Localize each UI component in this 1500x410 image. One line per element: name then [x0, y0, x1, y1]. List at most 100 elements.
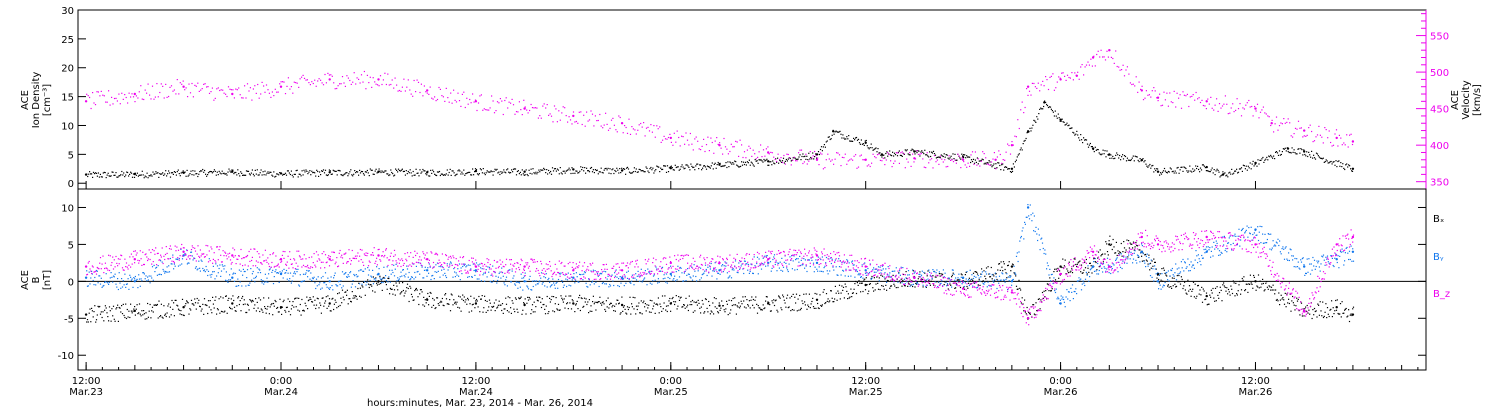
- velocity-series-point: [767, 151, 770, 154]
- velocity-series-point: [718, 144, 721, 147]
- b-series-2-point: [1351, 235, 1355, 239]
- velocity-series-point: [1059, 78, 1062, 81]
- ion-density-series-point: [231, 170, 234, 173]
- b-series-0-point: [767, 302, 770, 305]
- b-series-0-point: [523, 303, 526, 307]
- ion-density-series-point: [669, 167, 672, 170]
- velocity-series-point: [1091, 56, 1095, 59]
- ion-density-series-point: [182, 171, 185, 174]
- x-tick-time: 12:00: [72, 376, 101, 387]
- b-series-0-point: [182, 306, 185, 309]
- b-series-2-point: [523, 265, 526, 268]
- bottom-tick-label: 10: [61, 203, 74, 214]
- x-tick-time: 12:00: [461, 376, 490, 387]
- b-series-2-point: [182, 250, 185, 253]
- x-tick-date: Mar.24: [459, 387, 493, 398]
- b-series-2-point: [377, 254, 380, 257]
- velocity-series-point: [864, 158, 867, 161]
- legend-entry: Bₓ: [1433, 214, 1444, 225]
- velocity-series-point: [84, 100, 88, 103]
- velocity-series-point: [231, 92, 234, 96]
- ion-density-series-point: [1043, 101, 1046, 104]
- velocity-series-point: [377, 78, 380, 81]
- b-series-2-point: [474, 265, 478, 268]
- ion-density-series-point: [279, 172, 283, 175]
- velocity-series-point: [279, 85, 283, 88]
- legend-entry: Bᵧ: [1433, 252, 1444, 263]
- b-series-0-point: [1059, 265, 1062, 268]
- bottom-tick-label: 5: [68, 240, 74, 251]
- x-tick-date: Mar.24: [264, 387, 298, 398]
- x-tick-date: Mar.25: [654, 387, 688, 398]
- velocity-series-point: [1351, 140, 1355, 143]
- velocity-series-point: [474, 100, 478, 103]
- b-series-1-point: [718, 269, 721, 272]
- ion-density-series-point: [1108, 153, 1111, 156]
- b-series-2-point: [1140, 235, 1144, 239]
- top-left-tick-label: 30: [61, 6, 74, 17]
- b-series-1-point: [231, 276, 234, 279]
- top-right-tick-label: 400: [1430, 141, 1449, 152]
- b-series-2-point: [1010, 291, 1014, 294]
- bottom-panel: -10 -5 0 5 10 ACE B [nT] Bₓ Bᵧ B_z: [20, 188, 1450, 371]
- velocity-series-point: [1303, 129, 1306, 132]
- velocity-series-point: [961, 158, 965, 161]
- b-series-0-point: [1351, 313, 1355, 316]
- b-series-2-point: [1026, 317, 1030, 320]
- ion-density-series-point: [474, 169, 478, 173]
- top-left-tick-label: 20: [61, 64, 74, 75]
- ion-density-series-point: [133, 172, 136, 176]
- b-series-1-point: [1140, 250, 1144, 253]
- velocity-series-point: [1156, 96, 1160, 99]
- ion-density-series-point: [1140, 158, 1144, 162]
- bottom-tick-label: 0: [68, 277, 74, 288]
- top-left-tick-label: 5: [68, 150, 74, 161]
- x-tick-time: 0:00: [660, 376, 682, 387]
- b-series-0-point: [84, 313, 88, 316]
- ion-density-series-point: [1303, 150, 1306, 153]
- b-series-0-point: [718, 304, 721, 307]
- bottom-axis-title: ACE B [nT]: [20, 270, 53, 290]
- b-series-2-point: [1108, 265, 1111, 268]
- top-left-axis-title: ACE Ion Density [cm⁻³]: [20, 72, 53, 129]
- b-series-1-point: [1091, 265, 1095, 268]
- ion-density-series: [84, 100, 1355, 179]
- b-series-2-point: [913, 276, 916, 279]
- ion-density-series-point: [1156, 170, 1160, 173]
- b-series-1-point: [133, 280, 136, 283]
- b-series-0-point: [1254, 280, 1257, 283]
- b-series-1-point: [279, 272, 283, 276]
- b-series-1-point: [328, 280, 331, 283]
- x-tick-time: 12:00: [1241, 376, 1270, 387]
- b-series-0-point: [1335, 306, 1338, 309]
- b-series-1-point: [377, 272, 380, 276]
- velocity-series-point: [572, 114, 575, 118]
- velocity-series: [84, 49, 1355, 170]
- velocity-series-point: [913, 157, 916, 160]
- ion-density-series-point: [1205, 165, 1208, 169]
- top-left-tick-label: 10: [61, 121, 74, 132]
- b-series-1: [84, 204, 1355, 308]
- ion-density-series-point: [1254, 161, 1257, 165]
- bottom-axis-title-line: [nT]: [42, 270, 53, 290]
- b-series-2-point: [1156, 243, 1160, 246]
- b-series-2: [84, 229, 1355, 326]
- velocity-series-point: [1270, 122, 1273, 125]
- x-tick-date: Mar.26: [1044, 387, 1078, 398]
- top-right-tick-label: 500: [1430, 68, 1449, 79]
- top-left-axis-title-line: [cm⁻³]: [42, 84, 53, 116]
- top-left-axis-title-line: Ion Density: [31, 72, 42, 129]
- velocity-series-point: [1205, 100, 1208, 103]
- x-tick-time: 12:00: [851, 376, 880, 387]
- b-series-1-point: [1205, 250, 1208, 253]
- top-left-tick-label: 15: [61, 93, 74, 104]
- x-tick-time: 0:00: [1049, 376, 1071, 387]
- b-series-2-point: [815, 254, 819, 257]
- b-series-0-point: [1108, 243, 1111, 246]
- velocity-series-point: [1335, 136, 1338, 140]
- ion-density-series-point: [718, 163, 721, 166]
- b-series-2-point: [328, 258, 331, 261]
- ion-density-series-point: [1059, 118, 1062, 121]
